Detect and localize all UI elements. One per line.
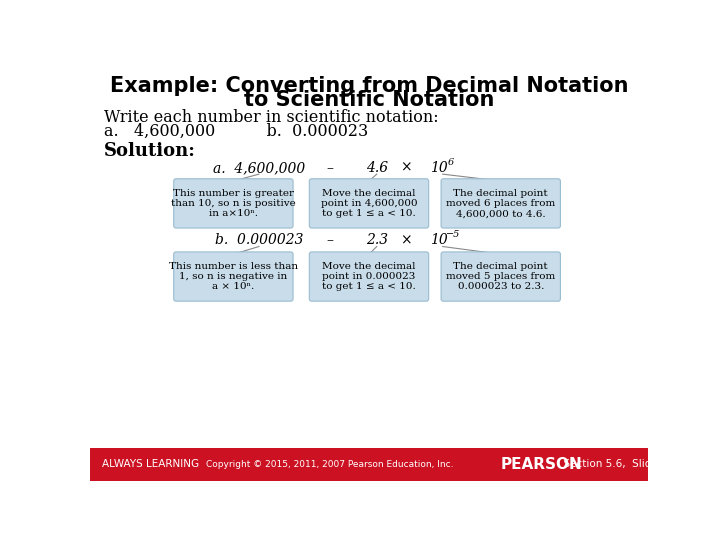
- Text: This number is less than
1, so n is negative in
a × 10ⁿ.: This number is less than 1, so n is nega…: [168, 262, 298, 292]
- FancyBboxPatch shape: [310, 179, 428, 228]
- Text: to Scientific Notation: to Scientific Notation: [244, 90, 494, 110]
- Text: ×: ×: [400, 161, 412, 175]
- Text: Move the decimal
point in 0.000023
to get 1 ≤ a < 10.: Move the decimal point in 0.000023 to ge…: [322, 262, 416, 292]
- Bar: [90, 448, 648, 481]
- Text: 4.6: 4.6: [366, 161, 388, 175]
- Text: Move the decimal
point in 4,600,000
to get 1 ≤ a < 10.: Move the decimal point in 4,600,000 to g…: [320, 188, 418, 218]
- Text: a.  4,600,000: a. 4,600,000: [213, 161, 305, 175]
- Text: a.   4,600,000          b.  0.000023: a. 4,600,000 b. 0.000023: [104, 123, 368, 140]
- Text: 10: 10: [430, 161, 448, 175]
- Text: ALWAYS LEARNING: ALWAYS LEARNING: [102, 460, 199, 469]
- FancyBboxPatch shape: [174, 252, 293, 301]
- Text: 10: 10: [430, 233, 448, 247]
- Text: Section 5.6,  Slide 14: Section 5.6, Slide 14: [557, 460, 674, 469]
- Text: –: –: [327, 161, 334, 175]
- Text: Solution:: Solution:: [104, 142, 196, 160]
- Text: Write each number in scientific notation:: Write each number in scientific notation…: [104, 109, 438, 126]
- Text: ×: ×: [400, 233, 412, 247]
- Text: The decimal point
moved 6 places from
4,600,000 to 4.6.: The decimal point moved 6 places from 4,…: [446, 188, 555, 218]
- Text: PEARSON: PEARSON: [500, 457, 582, 472]
- Text: –: –: [327, 233, 334, 247]
- Text: Copyright © 2015, 2011, 2007 Pearson Education, Inc.: Copyright © 2015, 2011, 2007 Pearson Edu…: [207, 460, 454, 469]
- Text: b.  0.000023: b. 0.000023: [215, 233, 303, 247]
- FancyBboxPatch shape: [441, 179, 560, 228]
- Text: 6: 6: [447, 158, 454, 167]
- Text: Example: Converting from Decimal Notation: Example: Converting from Decimal Notatio…: [109, 76, 629, 96]
- Text: The decimal point
moved 5 places from
0.000023 to 2.3.: The decimal point moved 5 places from 0.…: [446, 262, 555, 292]
- Text: −5: −5: [446, 231, 460, 239]
- FancyBboxPatch shape: [310, 252, 428, 301]
- Text: 2.3: 2.3: [366, 233, 388, 247]
- FancyBboxPatch shape: [174, 179, 293, 228]
- FancyBboxPatch shape: [441, 252, 560, 301]
- Text: This number is greater
than 10, so n is positive
in a×10ⁿ.: This number is greater than 10, so n is …: [171, 188, 296, 218]
